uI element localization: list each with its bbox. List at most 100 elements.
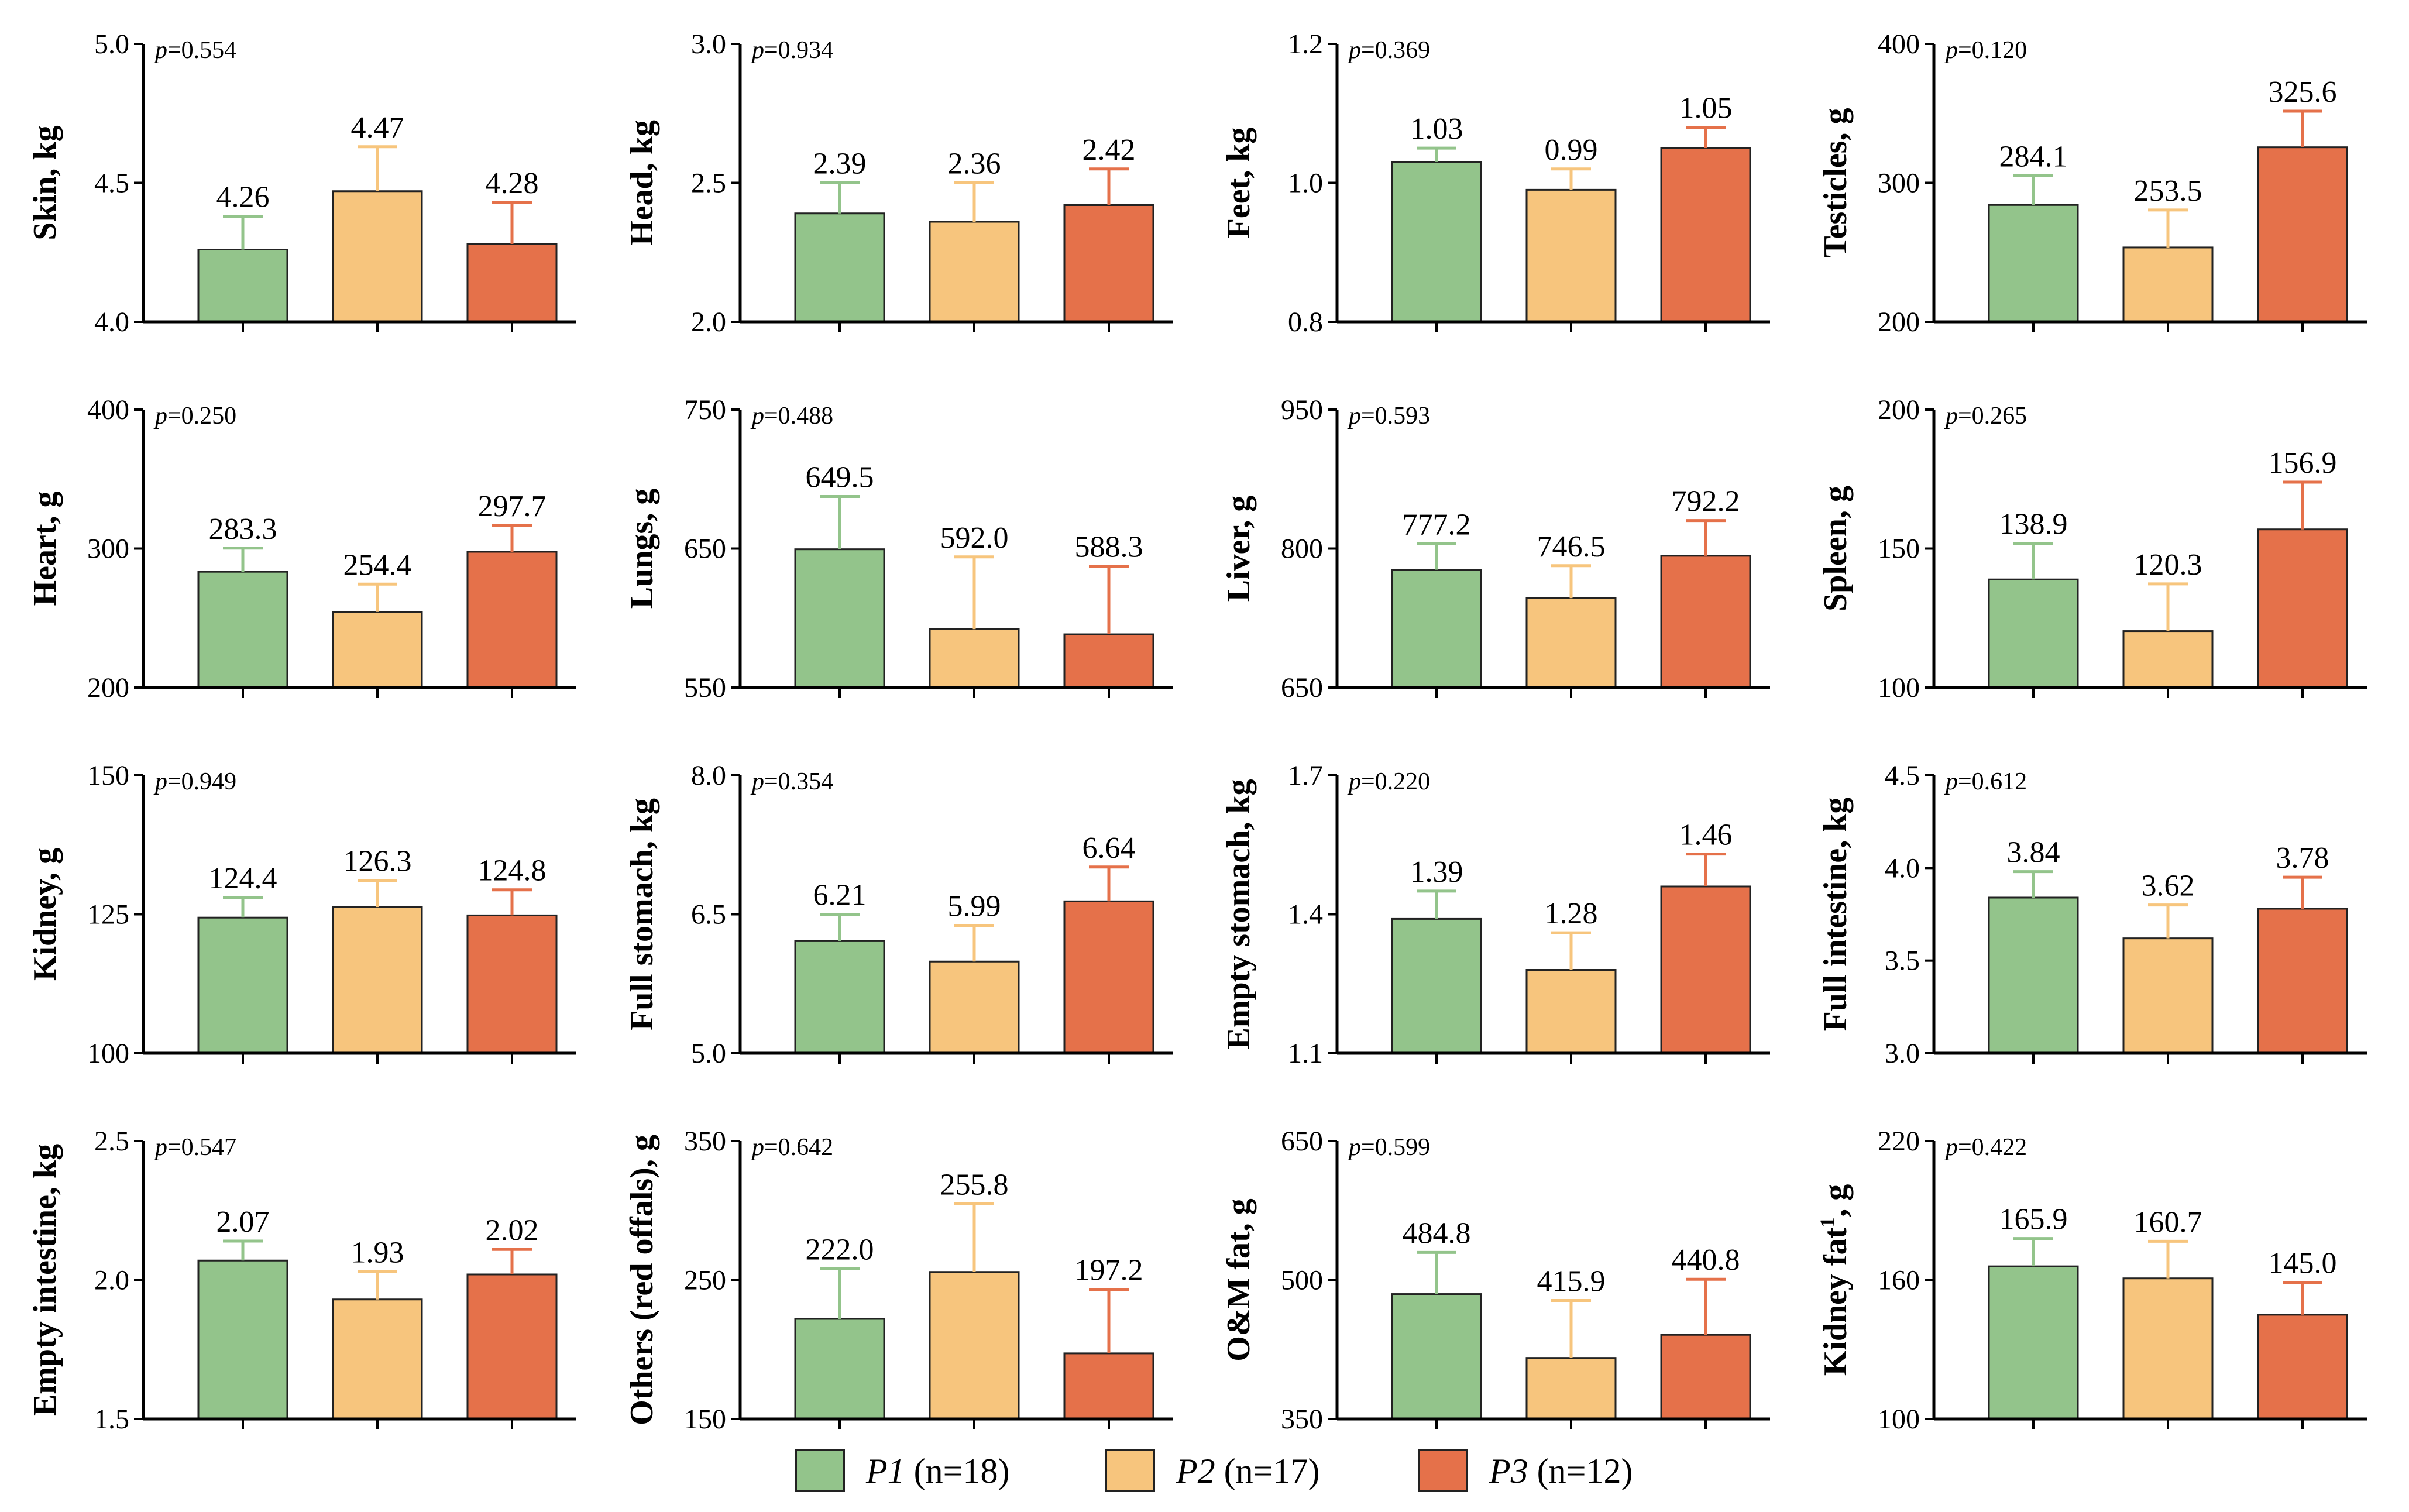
data-label: 1.28	[1545, 897, 1598, 930]
bar-p2	[929, 1271, 1020, 1420]
error-bar	[492, 524, 532, 552]
error-bar	[2283, 1280, 2322, 1315]
data-label: 4.26	[216, 181, 270, 214]
data-label: 222.0	[806, 1233, 874, 1267]
y-axis-label: Testicles, g	[1817, 108, 1854, 257]
data-label: 6.21	[813, 879, 867, 912]
chart-panel: 165.9 160.7 145.0 100 160 220 p=0.422 Kidney fa…	[1816, 1126, 2367, 1435]
error-bar	[492, 201, 532, 244]
error-bar	[358, 879, 397, 908]
bar-p1	[794, 548, 885, 689]
chart-panels: 4.26 4.47 4.28 4.0 4.5 5.0 p=0.554 Skin, kg 2.39…	[27, 29, 2367, 1435]
chart-panel: 777.2 746.5 792.2 650 800 950 p=0.593 Liver, g	[1221, 394, 1770, 703]
p-value: p=0.642	[750, 1134, 833, 1161]
data-label: 415.9	[1537, 1264, 1606, 1298]
error-bar	[223, 215, 263, 250]
legend-label: P3 (n=12)	[1489, 1452, 1633, 1490]
error-bar	[2013, 174, 2053, 205]
data-label: 3.62	[2142, 870, 2195, 903]
legend-swatch	[1418, 1449, 1468, 1492]
y-tick-label: 550	[684, 672, 726, 703]
y-axis-label: Spleen, g	[1817, 486, 1854, 611]
data-label: 283.3	[209, 513, 277, 546]
p-value: p=0.599	[1347, 1134, 1430, 1161]
error-bar	[820, 1267, 860, 1319]
error-bar	[2148, 208, 2188, 248]
y-tick-label: 200	[1878, 394, 1920, 425]
error-bar	[820, 181, 860, 214]
p-value: p=0.934	[750, 37, 833, 64]
bar-p3	[2257, 1314, 2348, 1420]
y-tick-label: 100	[1878, 1404, 1920, 1435]
legend-label: P1 (n=18)	[865, 1452, 1009, 1490]
data-label: 4.47	[351, 111, 404, 145]
y-tick-label: 750	[684, 394, 726, 425]
y-tick-label: 4.0	[1885, 853, 1920, 884]
error-bar	[1417, 146, 1456, 162]
bar-p2	[332, 1298, 423, 1420]
legend: P1 (n=18) P2 (n=17) P3 (n=12)	[795, 1449, 1633, 1492]
bar-p1	[197, 1259, 288, 1420]
y-axis-label: Feet, kg	[1221, 128, 1257, 239]
bar-p1	[1988, 578, 2079, 689]
data-label: 124.8	[478, 854, 547, 888]
p-value: p=0.422	[1944, 1134, 2027, 1161]
y-axis-label: Liver, g	[1221, 496, 1257, 602]
bar-p1	[794, 1318, 885, 1420]
data-label: 3.78	[2276, 841, 2329, 875]
y-tick-label: 125	[87, 899, 129, 930]
y-tick-label: 8.0	[691, 760, 726, 791]
p-value: p=0.220	[1347, 768, 1430, 795]
bar-p1	[1988, 1265, 2079, 1420]
p-value: p=0.547	[153, 1134, 236, 1161]
error-bar	[1089, 565, 1129, 635]
error-bar	[2013, 541, 2053, 580]
bar-p1	[794, 940, 885, 1054]
chart-panel: 283.3 254.4 297.7 200 300 400 p=0.250 Heart, g	[27, 394, 576, 703]
y-axis-label: Full stomach, kg	[624, 798, 660, 1030]
chart-panel: 138.9 120.3 156.9 100 150 200 p=0.265 Spleen, g	[1817, 394, 2367, 703]
bar-p2	[929, 221, 1020, 323]
error-bar	[820, 913, 860, 941]
bar-p3	[466, 551, 558, 689]
y-axis-label: Full intestine, kg	[1817, 798, 1854, 1032]
data-label: 138.9	[1999, 507, 2068, 541]
error-bar	[954, 924, 994, 962]
bar-p2	[1525, 969, 1617, 1054]
data-label: 145.0	[2269, 1246, 2337, 1280]
p-value: p=0.612	[1944, 768, 2027, 795]
y-tick-label: 0.8	[1288, 307, 1323, 338]
y-axis-label: Empty stomach, kg	[1221, 779, 1257, 1049]
error-bar	[1686, 1277, 1726, 1335]
data-label: 2.36	[948, 147, 1001, 181]
chart-panel: 6.21 5.99 6.64 5.0 6.5 8.0 p=0.354 Full stomach…	[624, 760, 1173, 1069]
bar-p2	[929, 628, 1020, 689]
data-label: 2.42	[1082, 133, 1136, 167]
legend-item-p3: P3 (n=12)	[1418, 1449, 1633, 1492]
data-label: 254.4	[343, 548, 412, 582]
bar-p1	[197, 571, 288, 689]
data-label: 484.8	[1403, 1217, 1471, 1250]
legend-swatch	[1105, 1449, 1155, 1492]
y-tick-label: 500	[1281, 1265, 1323, 1296]
y-tick-label: 2.5	[691, 168, 726, 199]
y-tick-label: 200	[1878, 307, 1920, 338]
error-bar	[223, 547, 263, 572]
y-tick-label: 5.0	[94, 29, 129, 60]
y-tick-label: 220	[1878, 1126, 1920, 1157]
chart-panel: 3.84 3.62 3.78 3.0 3.5 4.0 4.5 p=0.612 Full inte…	[1817, 760, 2367, 1069]
p-value: p=0.369	[1347, 37, 1430, 64]
bar-p3	[1660, 885, 1751, 1054]
p-value: p=0.265	[1944, 403, 2027, 429]
chart-panel: 4.26 4.47 4.28 4.0 4.5 5.0 p=0.554 Skin, kg	[27, 29, 576, 338]
y-tick-label: 200	[87, 672, 129, 703]
data-label: 1.05	[1679, 92, 1733, 125]
p-value: p=0.120	[1944, 37, 2027, 64]
error-bar	[1089, 1288, 1129, 1353]
error-bar	[2283, 875, 2322, 909]
y-tick-label: 150	[684, 1404, 726, 1435]
error-bar	[2148, 1239, 2188, 1279]
error-bar	[1417, 542, 1456, 570]
error-bar	[2283, 109, 2322, 147]
p-value: p=0.488	[750, 403, 833, 429]
